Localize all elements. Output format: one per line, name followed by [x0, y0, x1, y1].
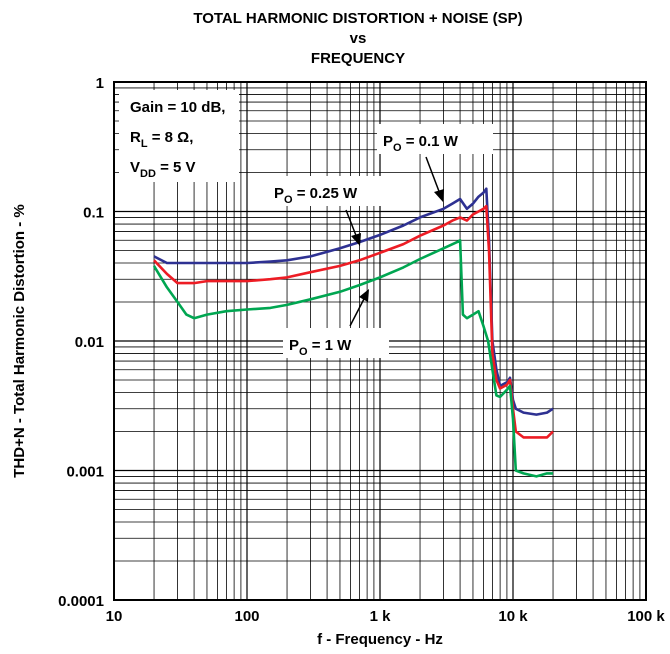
chart-title-line-1: TOTAL HARMONIC DISTORTION + NOISE (SP): [193, 10, 522, 27]
y-tick-label: 0.01: [75, 334, 104, 351]
y-axis-label: THD+N - Total Harmonic Distortion - %: [11, 204, 28, 477]
x-tick-label: 100 k: [627, 608, 665, 625]
annotation-po-0-1w-bg: [377, 124, 493, 154]
chart-title-line-2: vs: [350, 30, 367, 47]
rl-rest: = 8 Ω,: [148, 129, 194, 146]
annotation-po-0-25w-arrow: [345, 209, 358, 239]
annotation-po-1w-bg: [283, 328, 389, 358]
series-line-3: [152, 238, 553, 478]
annotation-po-0-1w-arrowhead: [434, 189, 444, 202]
vdd-label: VDD = 5 V: [130, 159, 196, 180]
vdd-base: V: [130, 159, 140, 176]
annotation-po-1w-arrow: [349, 296, 366, 327]
annotation-po-1w-arrowhead: [359, 289, 369, 302]
annotation-po-0-25w-arrowhead: [351, 233, 361, 246]
annotation-po-0-25w-bg: [268, 176, 394, 206]
series-line-2: [153, 204, 554, 439]
x-tick-label: 1 k: [370, 608, 392, 625]
vdd-sub: DD: [140, 168, 156, 180]
y-tick-label: 0.0001: [58, 593, 104, 610]
y-tick-labels: 1 0.1 0.01 0.001 0.0001: [58, 75, 104, 610]
annotation-po-1w-label: PO = 1 W: [289, 337, 352, 358]
x-tick-label: 10 k: [498, 608, 528, 625]
x-tick-label: 100: [234, 608, 259, 625]
plot-frame: [113, 81, 647, 601]
gain-label: Gain = 10 dB,: [130, 99, 225, 116]
x-axis-label: f - Frequency - Hz: [317, 631, 443, 648]
conditions-box-bg: [119, 90, 239, 182]
annotation-po-0-25w-label: PO = 0.25 W: [274, 185, 358, 206]
annotation-po-1w: PO = 1 W: [283, 289, 389, 358]
annotation-po-0-25w: PO = 0.25 W: [268, 176, 394, 246]
x-tick-label: 10: [106, 608, 123, 625]
rl-sub: L: [141, 138, 148, 150]
conditions-box: Gain = 10 dB, RL = 8 Ω, VDD = 5 V: [119, 90, 239, 182]
series-layer: [152, 187, 554, 478]
x-tick-labels: 10 100 1 k 10 k 100 k: [106, 608, 666, 625]
chart-title-line-3: FREQUENCY: [311, 50, 405, 67]
rl-label: RL = 8 Ω,: [130, 129, 193, 150]
y-tick-label: 0.1: [83, 205, 104, 222]
y-tick-label: 1: [96, 75, 104, 92]
annotation-po-0-1w: PO = 0.1 W: [377, 124, 493, 202]
rl-base: R: [130, 129, 141, 146]
vdd-rest: = 5 V: [156, 159, 196, 176]
annotation-po-0-1w-label: PO = 0.1 W: [383, 133, 459, 154]
annotation-po-0-1w-arrow: [425, 156, 441, 195]
y-tick-label: 0.001: [66, 464, 104, 481]
